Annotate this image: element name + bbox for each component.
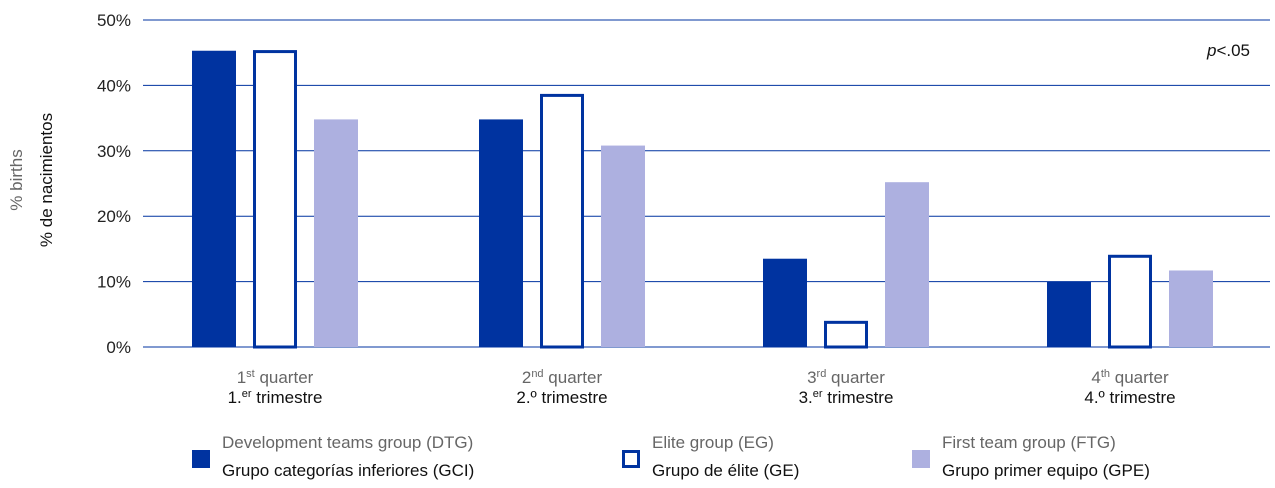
x-category-label-en: 2nd quarter [522, 368, 603, 387]
cat-es-num: 3. [799, 388, 813, 407]
y-tick-label: 10% [97, 273, 131, 292]
cat-es-word: trimestre [823, 388, 894, 407]
significance-annotation: p<.05 [1206, 41, 1250, 60]
legend-label-es-3: Grupo primer equipo (GPE) [942, 461, 1150, 480]
cat-en-sup: nd [531, 368, 543, 380]
cat-en-num: 1 [237, 368, 246, 387]
legend-label-es-2: Grupo de élite (GE) [652, 461, 799, 480]
x-category-label-es: 4.º trimestre [1084, 388, 1175, 407]
y-tick-label: 20% [97, 207, 131, 226]
cat-en-sup: th [1101, 368, 1110, 380]
cat-en-sup: rd [817, 368, 827, 380]
x-category-label-es: 2.º trimestre [516, 388, 607, 407]
cat-en-word: quarter [1110, 368, 1169, 387]
bar-1-cat-4 [1047, 281, 1091, 347]
cat-es-word: trimestre [252, 388, 323, 407]
cat-es-sup: er [813, 388, 823, 400]
cat-es-word: trimestre [537, 388, 608, 407]
y-tick-label: 50% [97, 11, 131, 30]
bar-3-cat-2 [601, 145, 645, 347]
x-category-label-es: 3.er trimestre [799, 388, 894, 407]
cat-es-num: 2.º [516, 388, 536, 407]
legend-label-en-2: Elite group (EG) [652, 433, 774, 452]
legend: Development teams group (DTG) Grupo categ… [192, 433, 1150, 480]
y-tick-label: 0% [106, 338, 131, 357]
legend-swatch-3 [912, 450, 930, 468]
bar-3-cat-1 [314, 119, 358, 348]
x-category-label-es: 1.er trimestre [228, 388, 323, 407]
y-axis-label-en: % births [7, 149, 26, 210]
cat-en-sup: st [246, 368, 255, 380]
bars [192, 50, 1213, 349]
bar-2-cat-4 [1108, 254, 1152, 349]
bar-2-cat-1 [253, 50, 297, 349]
bar-3-cat-4 [1169, 270, 1213, 347]
annotation-rest: <.05 [1216, 41, 1250, 60]
cat-es-word: trimestre [1105, 388, 1176, 407]
cat-en-word: quarter [544, 368, 603, 387]
legend-swatch-1 [192, 450, 210, 468]
y-axis-ticks: 0% 10% 20% 30% 40% 50% [97, 11, 131, 357]
cat-en-num: 3 [807, 368, 816, 387]
y-axis-label-es: % de nacimientos [37, 113, 56, 247]
cat-es-num: 1. [228, 388, 242, 407]
cat-en-word: quarter [255, 368, 314, 387]
x-category-label-en: 3rd quarter [807, 368, 885, 387]
legend-label-en-1: Development teams group (DTG) [222, 433, 473, 452]
y-tick-label: 40% [97, 76, 131, 95]
cat-es-sup: er [242, 388, 252, 400]
bar-1-cat-2 [479, 119, 523, 348]
bar-3-cat-3 [885, 182, 929, 347]
bar-2-cat-3 [824, 320, 868, 349]
legend-label-en-3: First team group (FTG) [942, 433, 1116, 452]
annotation-italic: p [1206, 41, 1216, 60]
bar-1-cat-3 [763, 258, 807, 347]
x-category-label-en: 4th quarter [1091, 368, 1169, 387]
gridlines [143, 19, 1270, 348]
cat-en-num: 4 [1091, 368, 1100, 387]
cat-es-num: 4.º [1084, 388, 1104, 407]
cat-en-word: quarter [826, 368, 885, 387]
bar-1-cat-1 [192, 50, 236, 347]
x-category-label-en: 1st quarter [237, 368, 314, 387]
legend-swatch-2 [622, 450, 640, 468]
cat-en-num: 2 [522, 368, 531, 387]
legend-label-es-1: Grupo categorías inferiores (GCI) [222, 461, 474, 480]
y-tick-label: 30% [97, 142, 131, 161]
bar-2-cat-2 [540, 93, 584, 349]
